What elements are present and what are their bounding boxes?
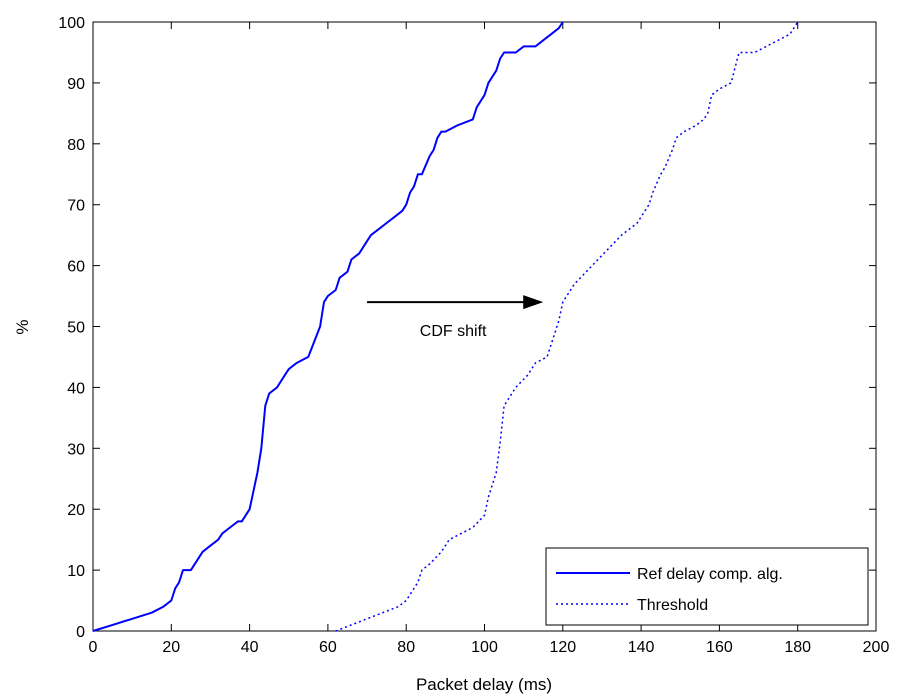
cdf-shift-label: CDF shift <box>420 323 487 340</box>
x-tick-label-0: 0 <box>89 639 98 656</box>
legend-label-threshold: Threshold <box>637 597 708 614</box>
y-axis-label: % <box>13 319 32 334</box>
legend-box <box>545 547 869 626</box>
x-tick-label-6: 120 <box>549 639 576 656</box>
x-tick-label-5: 100 <box>471 639 498 656</box>
x-tick-label-1: 20 <box>162 639 180 656</box>
y-tick-label-1: 10 <box>67 563 85 580</box>
legend-label-ref-delay: Ref delay comp. alg. <box>637 566 783 583</box>
x-tick-label-7: 140 <box>628 639 655 656</box>
axis-tick-labels: 0 20 40 60 80 100 120 140 160 180 200 0 10 20 30 40 50 60… <box>58 15 889 656</box>
x-tick-label-2: 40 <box>241 639 259 656</box>
annotation: CDF shift <box>367 295 544 340</box>
cdf-shift-arrowhead <box>523 295 544 310</box>
series-line-ref-delay <box>92 21 564 632</box>
y-tick-label-5: 50 <box>67 320 85 337</box>
y-tick-label-10: 100 <box>58 15 85 32</box>
x-tick-label-9: 180 <box>784 639 811 656</box>
x-tick-label-3: 60 <box>319 639 337 656</box>
y-tick-label-6: 60 <box>67 259 85 276</box>
y-tick-label-4: 40 <box>67 380 85 397</box>
series-layer <box>92 21 799 632</box>
y-tick-label-0: 0 <box>76 624 85 641</box>
series-line-threshold <box>335 21 799 632</box>
y-tick-label-3: 30 <box>67 441 85 458</box>
x-tick-label-10: 200 <box>863 639 890 656</box>
x-axis-label: Packet delay (ms) <box>416 675 552 694</box>
x-tick-label-4: 80 <box>397 639 415 656</box>
x-tick-label-8: 160 <box>706 639 733 656</box>
y-tick-label-7: 70 <box>67 198 85 215</box>
plot-area <box>92 21 877 632</box>
y-tick-label-9: 90 <box>67 76 85 93</box>
y-tick-label-8: 80 <box>67 137 85 154</box>
axis-ticks <box>92 21 877 632</box>
y-tick-label-2: 20 <box>67 502 85 519</box>
legend: Ref delay comp. alg. Threshold <box>545 547 869 626</box>
